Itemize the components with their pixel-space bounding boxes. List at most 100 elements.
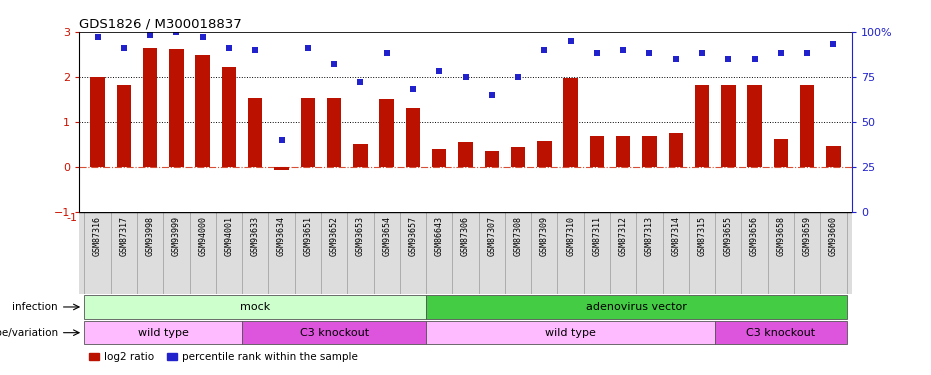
Point: [353, 79, 368, 85]
Bar: [426, 296, 846, 318]
Point: [196, 34, 210, 40]
Point: [248, 47, 263, 53]
Point: [274, 137, 289, 143]
Bar: [380, 99, 394, 167]
Legend: log2 ratio, percentile rank within the sample: log2 ratio, percentile rank within the s…: [85, 348, 362, 366]
Bar: [826, 146, 841, 167]
Text: GSM87306: GSM87306: [461, 216, 470, 256]
Text: GSM87313: GSM87313: [645, 216, 654, 256]
Text: genotype/variation: genotype/variation: [0, 328, 58, 338]
Bar: [715, 321, 846, 344]
Text: GSM93654: GSM93654: [382, 216, 391, 256]
Point: [327, 61, 342, 67]
Text: GSM93652: GSM93652: [330, 216, 339, 256]
Point: [668, 56, 683, 62]
Point: [169, 29, 183, 35]
Bar: [616, 136, 630, 167]
Bar: [642, 136, 656, 167]
Text: GSM93651: GSM93651: [304, 216, 312, 256]
Text: wild type: wild type: [138, 328, 189, 338]
Bar: [142, 48, 157, 167]
Text: GSM87309: GSM87309: [540, 216, 549, 256]
Bar: [432, 149, 447, 167]
Bar: [748, 85, 762, 167]
Text: GSM94000: GSM94000: [198, 216, 208, 256]
Point: [695, 51, 709, 57]
Point: [748, 56, 762, 62]
Text: GSM87317: GSM87317: [119, 216, 128, 256]
Text: GDS1826 / M300018837: GDS1826 / M300018837: [79, 18, 242, 31]
Text: infection: infection: [12, 302, 58, 312]
Point: [589, 51, 604, 57]
Bar: [85, 321, 242, 344]
Point: [90, 34, 105, 40]
Text: GSM86643: GSM86643: [435, 216, 444, 256]
Bar: [774, 139, 789, 167]
Bar: [301, 99, 315, 167]
Bar: [275, 167, 289, 170]
Text: GSM87312: GSM87312: [619, 216, 627, 256]
Bar: [695, 85, 709, 167]
Bar: [800, 85, 815, 167]
Point: [484, 92, 499, 98]
Bar: [563, 78, 578, 167]
Text: GSM93999: GSM93999: [172, 216, 181, 256]
Bar: [248, 99, 263, 167]
Point: [406, 87, 421, 93]
Bar: [537, 141, 551, 167]
Text: GSM93998: GSM93998: [145, 216, 155, 256]
Point: [615, 47, 630, 53]
Text: GSM87308: GSM87308: [514, 216, 522, 256]
Text: GSM87314: GSM87314: [671, 216, 681, 256]
Point: [116, 45, 131, 51]
Point: [826, 42, 841, 48]
Point: [563, 38, 578, 44]
Bar: [484, 151, 499, 167]
Text: GSM87307: GSM87307: [487, 216, 496, 256]
Text: GSM93658: GSM93658: [776, 216, 786, 256]
Point: [142, 33, 157, 39]
Bar: [589, 136, 604, 167]
Text: GSM93655: GSM93655: [723, 216, 733, 256]
Bar: [426, 321, 715, 344]
Text: GSM93659: GSM93659: [803, 216, 812, 256]
Point: [721, 56, 735, 62]
Text: GSM93660: GSM93660: [829, 216, 838, 256]
Point: [379, 51, 394, 57]
Bar: [196, 55, 209, 167]
Bar: [85, 296, 426, 318]
Point: [642, 51, 657, 57]
Text: GSM94001: GSM94001: [224, 216, 234, 256]
Point: [800, 51, 815, 57]
Point: [222, 45, 236, 51]
Text: GSM87311: GSM87311: [592, 216, 601, 256]
Text: GSM87316: GSM87316: [93, 216, 102, 256]
Text: GSM93657: GSM93657: [409, 216, 417, 256]
Point: [774, 51, 789, 57]
Bar: [511, 147, 525, 167]
Text: GSM87310: GSM87310: [566, 216, 575, 256]
Point: [537, 47, 552, 53]
Bar: [90, 77, 105, 167]
Bar: [406, 108, 420, 167]
Bar: [242, 321, 426, 344]
Text: mock: mock: [240, 302, 270, 312]
Point: [301, 45, 316, 51]
Point: [510, 74, 525, 80]
Point: [458, 74, 473, 80]
Bar: [169, 49, 183, 167]
Text: C3 knockout: C3 knockout: [300, 328, 369, 338]
Text: GSM93634: GSM93634: [277, 216, 286, 256]
Text: C3 knockout: C3 knockout: [747, 328, 816, 338]
Bar: [722, 85, 735, 167]
Text: GSM93656: GSM93656: [750, 216, 759, 256]
Text: GSM87315: GSM87315: [697, 216, 707, 256]
Bar: [458, 142, 473, 167]
Text: adenovirus vector: adenovirus vector: [586, 302, 687, 312]
Text: wild type: wild type: [546, 328, 596, 338]
Text: GSM93653: GSM93653: [356, 216, 365, 256]
Bar: [353, 144, 368, 167]
Text: GSM93633: GSM93633: [250, 216, 260, 256]
Point: [432, 69, 447, 75]
Bar: [222, 67, 236, 167]
